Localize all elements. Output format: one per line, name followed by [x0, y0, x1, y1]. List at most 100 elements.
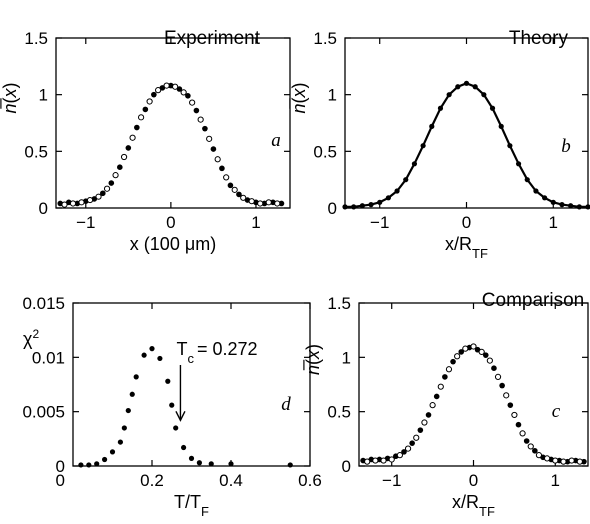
plot-frame	[358, 302, 589, 467]
data-point	[559, 202, 565, 208]
data-point	[100, 190, 106, 197]
data-point	[157, 355, 163, 362]
data-point	[491, 365, 497, 372]
data-point	[489, 105, 496, 111]
data-point	[411, 161, 418, 167]
y-tick-label: 1	[39, 86, 48, 105]
y-tick-label: 1	[342, 348, 351, 367]
panel-a: −1 0 1 0 0.5 1 1.5 x (100 μm) n̅(x) Experiment a	[0, 28, 291, 254]
y-tick-label: 0.015	[22, 294, 65, 313]
data-point	[568, 203, 574, 209]
data-point	[117, 164, 123, 170]
data-point-open	[486, 357, 493, 364]
data-point-open	[231, 186, 238, 193]
data-point-open	[69, 200, 77, 207]
data-point	[523, 438, 530, 444]
series-line	[345, 82, 588, 208]
data-point	[425, 412, 432, 418]
data-point-open	[544, 455, 551, 462]
panel-c: −1 0 1 0 0.5 1 1.5 x/RTF n̅(x) Comparison c	[303, 290, 589, 519]
data-point	[507, 143, 513, 149]
data-point-open	[129, 134, 136, 141]
data-point-open	[454, 353, 461, 360]
data-point-open	[137, 114, 145, 121]
data-point	[208, 461, 214, 467]
data-point-open	[552, 457, 559, 464]
panel-letter: b	[561, 136, 571, 157]
y-tick-label: 0.5	[24, 142, 48, 161]
panel-title: Experiment	[164, 28, 261, 49]
data-point-open	[120, 153, 128, 161]
data-point	[141, 352, 147, 358]
data-point	[550, 199, 556, 205]
panel-letter: d	[281, 394, 291, 415]
y-tick-label: 0.5	[313, 142, 337, 161]
data-point-open	[103, 185, 111, 192]
data-point	[117, 439, 123, 445]
x-tick-label: 0	[469, 471, 478, 490]
data-point-open	[429, 402, 436, 409]
y-tick-label: 1	[328, 86, 337, 105]
data-point-open	[413, 434, 420, 441]
data-point-open	[112, 172, 119, 179]
data-point	[532, 447, 538, 454]
data-point	[499, 382, 505, 389]
data-point	[351, 204, 357, 210]
data-point	[458, 349, 465, 355]
data-point-open	[494, 373, 502, 380]
data-point	[442, 374, 448, 380]
data-point-open	[163, 82, 170, 89]
data-point	[227, 182, 234, 189]
data-point	[542, 195, 548, 201]
data-point	[278, 200, 285, 207]
data-point-open	[180, 89, 187, 96]
data-point	[437, 105, 444, 111]
data-point-open	[257, 200, 264, 207]
data-point-open	[155, 87, 162, 94]
data-point	[524, 177, 530, 183]
data-point-open	[206, 135, 213, 142]
data-point-open	[95, 193, 102, 200]
data-point	[133, 374, 139, 380]
x-tick-label: 0	[56, 471, 65, 490]
plot-frame	[72, 302, 311, 467]
x-axis-label: T/TF	[174, 492, 209, 519]
data-point	[507, 402, 514, 408]
data-point-open	[86, 196, 94, 204]
data-point-open	[388, 456, 395, 463]
data-point	[498, 123, 504, 129]
data-point	[129, 391, 135, 397]
panel-title: Comparison	[482, 290, 584, 311]
y-tick-label: 1.5	[24, 29, 48, 48]
panel-d: 0.2 0.4 0.6 0 0.005 0.01 0.015 0 T/TF χ2 d Tc = 0.27…	[22, 294, 321, 519]
data-point-open	[535, 452, 543, 459]
y-tick-label: 0	[342, 457, 351, 476]
y-axis-label: n̅(x)	[303, 344, 323, 375]
tc-arrow-head	[175, 411, 186, 422]
plot-frame	[344, 37, 589, 209]
data-point-open	[274, 200, 281, 207]
data-point	[394, 188, 400, 194]
data-point	[181, 444, 187, 451]
data-point	[173, 425, 179, 431]
x-axis-label: x (100 μm)	[130, 234, 216, 254]
data-point-open	[172, 83, 179, 90]
data-point-open	[223, 174, 230, 181]
data-point-open	[248, 198, 255, 205]
data-point	[446, 92, 452, 98]
data-point	[151, 91, 157, 98]
data-point-open	[197, 116, 204, 123]
data-point-open	[146, 98, 153, 105]
data-point	[236, 191, 242, 198]
data-point	[359, 203, 365, 209]
data-point-open	[380, 457, 387, 464]
data-point-open	[503, 392, 510, 399]
data-point-open	[372, 457, 379, 464]
panel-letter: a	[271, 130, 281, 151]
y-axis-label: n̅(x)	[0, 82, 20, 113]
data-point	[210, 146, 217, 152]
data-point	[94, 461, 100, 467]
x-tick-label: 0.6	[298, 471, 322, 490]
x-axis-label: x/RTF	[445, 234, 488, 261]
